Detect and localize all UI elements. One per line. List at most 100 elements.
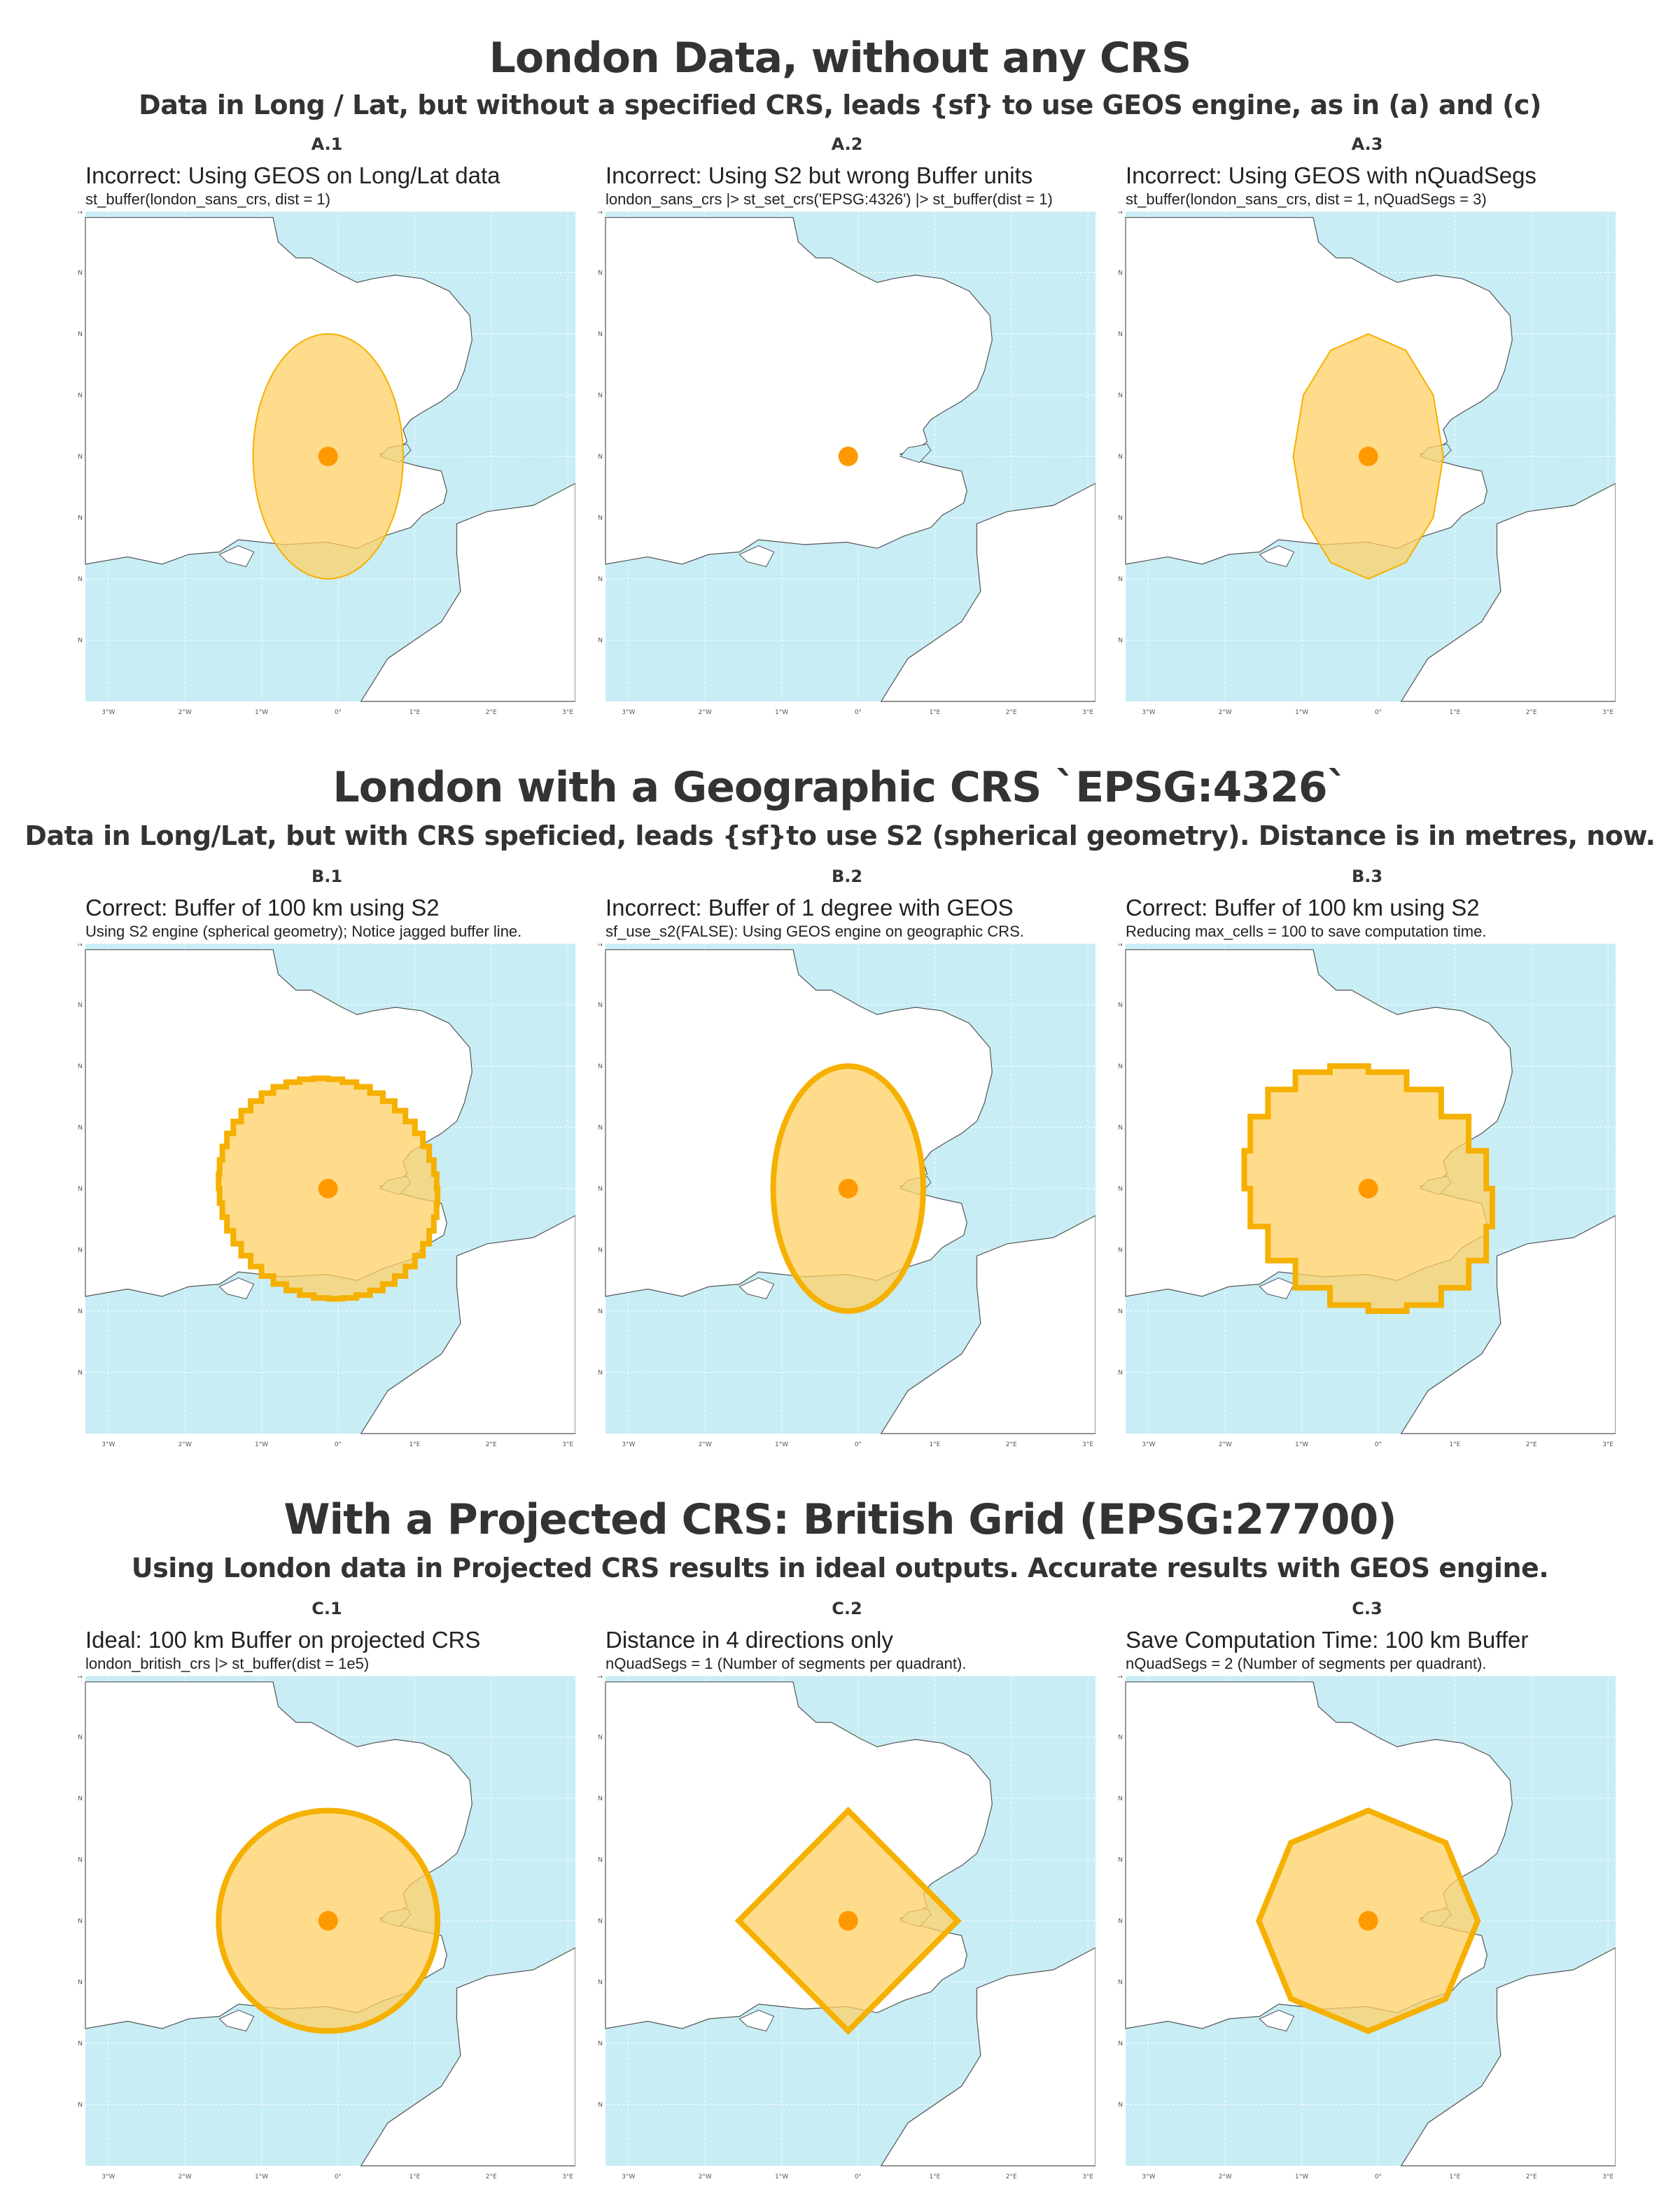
y-tick-label: 52.0°N — [598, 1857, 603, 1864]
france-landmass — [880, 1214, 1096, 1434]
isle-of-wight — [738, 545, 775, 568]
panel-tag: A.3 — [1351, 134, 1383, 154]
x-tick-label: 1°W — [775, 1441, 788, 1448]
y-tick-label: 50.0°N — [1119, 1370, 1123, 1377]
y-tick-label: 51.0°N — [78, 1980, 83, 1987]
x-tick-label: 1°E — [409, 2174, 420, 2180]
y-tick-label: 53.5°N — [598, 944, 603, 948]
isle-of-wight — [738, 2010, 775, 2032]
y-tick-label: 52.5°N — [598, 1063, 603, 1070]
x-tick-label: 3°W — [102, 709, 115, 716]
y-tick-label: 52.0°N — [78, 1857, 83, 1864]
y-tick-label: 51.5°N — [598, 1186, 603, 1193]
panel-tag: B.1 — [311, 867, 343, 886]
x-tick-label: 1°E — [1449, 2174, 1460, 2180]
section-b-title: London with a Geographic CRS `EPSG:4326` — [332, 763, 1348, 812]
y-tick-label: 51.5°N — [1119, 1918, 1123, 1925]
x-tick-label: 1°W — [775, 709, 788, 716]
y-tick-label: 51.5°N — [598, 454, 603, 461]
panel-title: Ideal: 100 km Buffer on projected CRS — [85, 1627, 481, 1653]
x-tick-label: 2°W — [699, 709, 712, 716]
section-c-title: With a Projected CRS: British Grid (EPSG… — [284, 1495, 1396, 1544]
x-tick-label: 3°W — [102, 2174, 115, 2180]
y-tick-label: 50.0°N — [598, 1370, 603, 1377]
x-tick-label: 3°E — [1082, 2174, 1093, 2180]
x-tick-label: 3°W — [622, 1441, 635, 1448]
section-b-subtitle: Data in Long/Lat, but with CRS speficied… — [24, 820, 1656, 851]
panel-code: Using S2 engine (spherical geometry); No… — [85, 923, 522, 940]
france-landmass — [880, 482, 1096, 702]
y-tick-label: 52.0°N — [598, 393, 603, 400]
y-tick-label: 52.5°N — [78, 331, 83, 338]
x-tick-label: 1°E — [929, 2174, 940, 2180]
y-tick-label: 52.5°N — [1119, 331, 1123, 338]
panel-code: london_sans_crs |> st_set_crs('EPSG:4326… — [606, 190, 1053, 208]
x-tick-label: 1°W — [255, 2174, 268, 2180]
london-point — [838, 1179, 858, 1198]
y-tick-label: 50.5°N — [78, 576, 83, 583]
x-tick-label: 2°W — [178, 2174, 192, 2180]
y-tick-label: 51.5°N — [1119, 1186, 1123, 1193]
y-tick-label: 53.5°N — [78, 211, 83, 216]
section-c-subtitle: Using London data in Projected CRS resul… — [131, 1553, 1549, 1583]
y-tick-label: 53.0°N — [598, 1002, 603, 1009]
y-tick-label: 51.0°N — [1119, 515, 1123, 522]
x-tick-label: 0° — [855, 709, 862, 716]
y-tick-label: 51.0°N — [598, 515, 603, 522]
x-tick-label: 3°E — [1082, 709, 1093, 716]
y-tick-label: 52.5°N — [78, 1063, 83, 1070]
x-tick-label: 2°W — [1219, 709, 1232, 716]
x-tick-label: 2°E — [486, 709, 497, 716]
isle-of-wight — [1259, 545, 1295, 568]
x-tick-label: 3°W — [622, 709, 635, 716]
x-tick-label: 1°E — [929, 709, 940, 716]
y-tick-label: 50.0°N — [598, 2102, 603, 2109]
x-tick-label: 1°W — [1295, 2174, 1308, 2180]
y-tick-label: 51.0°N — [1119, 1247, 1123, 1254]
y-tick-label: 50.5°N — [1119, 2040, 1123, 2047]
y-tick-label: 53.0°N — [598, 270, 603, 277]
y-tick-label: 52.0°N — [598, 1125, 603, 1132]
x-tick-label: 2°E — [486, 1441, 497, 1448]
isle-of-wight — [1259, 2010, 1295, 2032]
panel-tag: A.1 — [311, 134, 343, 154]
y-tick-label: 50.0°N — [78, 638, 83, 645]
x-tick-label: 2°E — [1526, 709, 1537, 716]
x-tick-label: 1°E — [409, 709, 420, 716]
panel-code: st_buffer(london_sans_crs, dist = 1) — [85, 190, 330, 208]
x-tick-label: 2°W — [178, 709, 192, 716]
y-tick-label: 51.0°N — [1119, 1980, 1123, 1987]
y-tick-label: 53.5°N — [1119, 944, 1123, 948]
london-point — [1358, 1179, 1378, 1198]
y-tick-label: 53.5°N — [78, 1676, 83, 1680]
y-tick-label: 50.5°N — [78, 2040, 83, 2047]
map-c1: 53.5°N 53.0°N 52.5°N 52.0°N 51.5°N 51.0°N 50.5… — [78, 1676, 575, 2180]
london-point — [318, 1179, 338, 1198]
map-b3: 53.5°N 53.0°N 52.5°N 52.0°N 51.5°N 51.0°N 50.5… — [1119, 944, 1616, 1448]
x-tick-label: 0° — [855, 1441, 862, 1448]
x-tick-label: 2°W — [1219, 1441, 1232, 1448]
france-landmass — [880, 1947, 1096, 2166]
y-tick-label: 53.5°N — [78, 944, 83, 948]
london-point — [838, 1911, 858, 1931]
panel-code: st_buffer(london_sans_crs, dist = 1, nQu… — [1126, 190, 1487, 208]
france-landmass — [360, 1214, 575, 1434]
y-tick-label: 52.0°N — [78, 393, 83, 400]
x-tick-label: 2°W — [699, 2174, 712, 2180]
map-a3: 53.5°N 53.0°N 52.5°N 52.0°N 51.5°N 51.0°N 50.5… — [1119, 211, 1616, 716]
x-tick-label: 2°E — [1526, 2174, 1537, 2180]
france-landmass — [1400, 1214, 1616, 1434]
france-landmass — [360, 1947, 575, 2166]
y-tick-label: 52.5°N — [598, 1795, 603, 1802]
y-tick-label: 50.5°N — [78, 1308, 83, 1315]
x-tick-label: 1°W — [775, 2174, 788, 2180]
y-tick-label: 51.5°N — [78, 1186, 83, 1193]
panel-title: Incorrect: Using GEOS on Long/Lat data — [85, 162, 500, 188]
panel-tag: B.2 — [831, 867, 863, 886]
y-tick-label: 52.0°N — [1119, 1857, 1123, 1864]
y-tick-label: 53.5°N — [1119, 1676, 1123, 1680]
x-tick-label: 3°E — [1602, 709, 1614, 716]
france-landmass — [360, 482, 575, 702]
y-tick-label: 52.0°N — [78, 1125, 83, 1132]
y-tick-label: 53.0°N — [1119, 1002, 1123, 1009]
